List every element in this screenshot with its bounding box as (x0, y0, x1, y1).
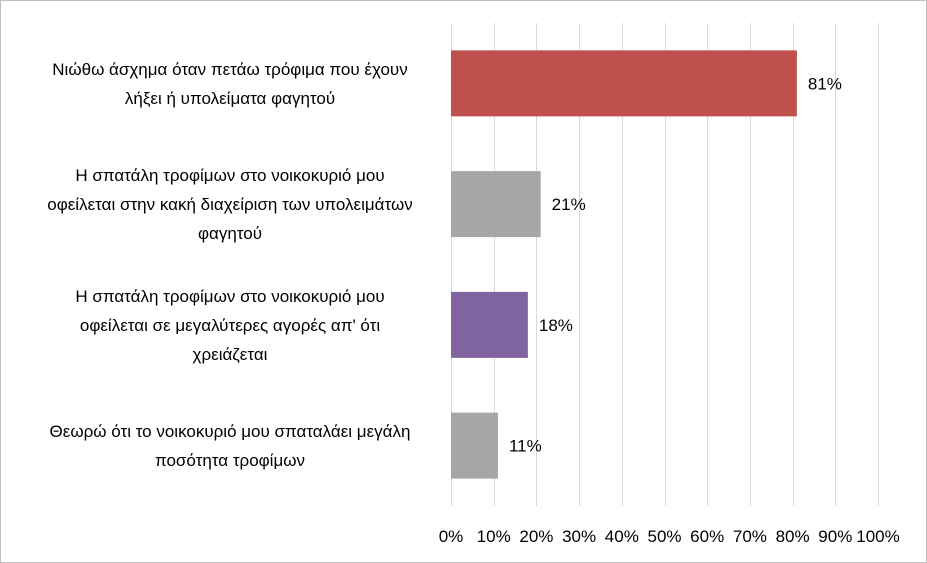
x-tick-label: 0% (439, 527, 464, 546)
category-label: Νιώθω άσχημα όταν πετάω τρόφιμα που έχου… (52, 60, 407, 108)
data-label: 21% (552, 195, 586, 214)
category-label-line: οφείλεται στην κακή διαχείριση των υπολε… (47, 195, 412, 214)
category-label-line: λήξει ή υπολείματα φαγητού (125, 89, 335, 108)
category-label: Η σπατάλη τροφίμων στο νοικοκυριό μου οφε… (47, 166, 412, 243)
data-label: 11% (509, 437, 542, 456)
x-tick-label: 100% (856, 527, 899, 546)
x-tick-label: 40% (605, 527, 639, 546)
x-axis-tick-labels: 0% 10% 20% 30% 40% 50% 60% 70% 80% 90% 100% (439, 527, 900, 546)
data-label: 18% (539, 316, 573, 335)
x-tick-label: 60% (690, 527, 724, 546)
category-label-line: οφείλεται σε μεγαλύτερες αγορές απ' ότι (80, 316, 380, 335)
x-tick-label: 10% (477, 527, 511, 546)
category-labels: Νιώθω άσχημα όταν πετάω τρόφιμα που έχου… (47, 60, 412, 470)
category-label: Η σπατάλη τροφίμων στο νοικοκυριό μου οφε… (75, 287, 384, 364)
bars (451, 50, 797, 479)
bar (451, 171, 541, 238)
category-label-line: χρειάζεται (193, 345, 268, 364)
data-labels: 81% 21% 18% 11% (509, 74, 842, 455)
bar (451, 412, 498, 479)
bar (451, 291, 528, 358)
category-label-line: ποσότητα τροφίμων (155, 451, 305, 470)
category-label-line: Νιώθω άσχημα όταν πετάω τρόφιμα που έχου… (52, 60, 407, 79)
category-label-line: Η σπατάλη τροφίμων στο νοικοκυριό μου (75, 287, 384, 306)
category-label-line: φαγητού (198, 224, 262, 243)
x-tick-label: 50% (647, 527, 681, 546)
x-tick-label: 70% (733, 527, 767, 546)
x-tick-label: 80% (776, 527, 810, 546)
bar (451, 50, 797, 117)
category-label-line: Η σπατάλη τροφίμων στο νοικοκυριό μου (75, 166, 384, 185)
x-tick-label: 90% (818, 527, 852, 546)
category-label: Θεωρώ ότι το νοικοκυριό μου σπαταλάει με… (50, 422, 411, 470)
x-tick-label: 30% (562, 527, 596, 546)
x-tick-label: 20% (519, 527, 553, 546)
data-label: 81% (808, 74, 842, 93)
category-label-line: Θεωρώ ότι το νοικοκυριό μου σπαταλάει με… (50, 422, 411, 441)
